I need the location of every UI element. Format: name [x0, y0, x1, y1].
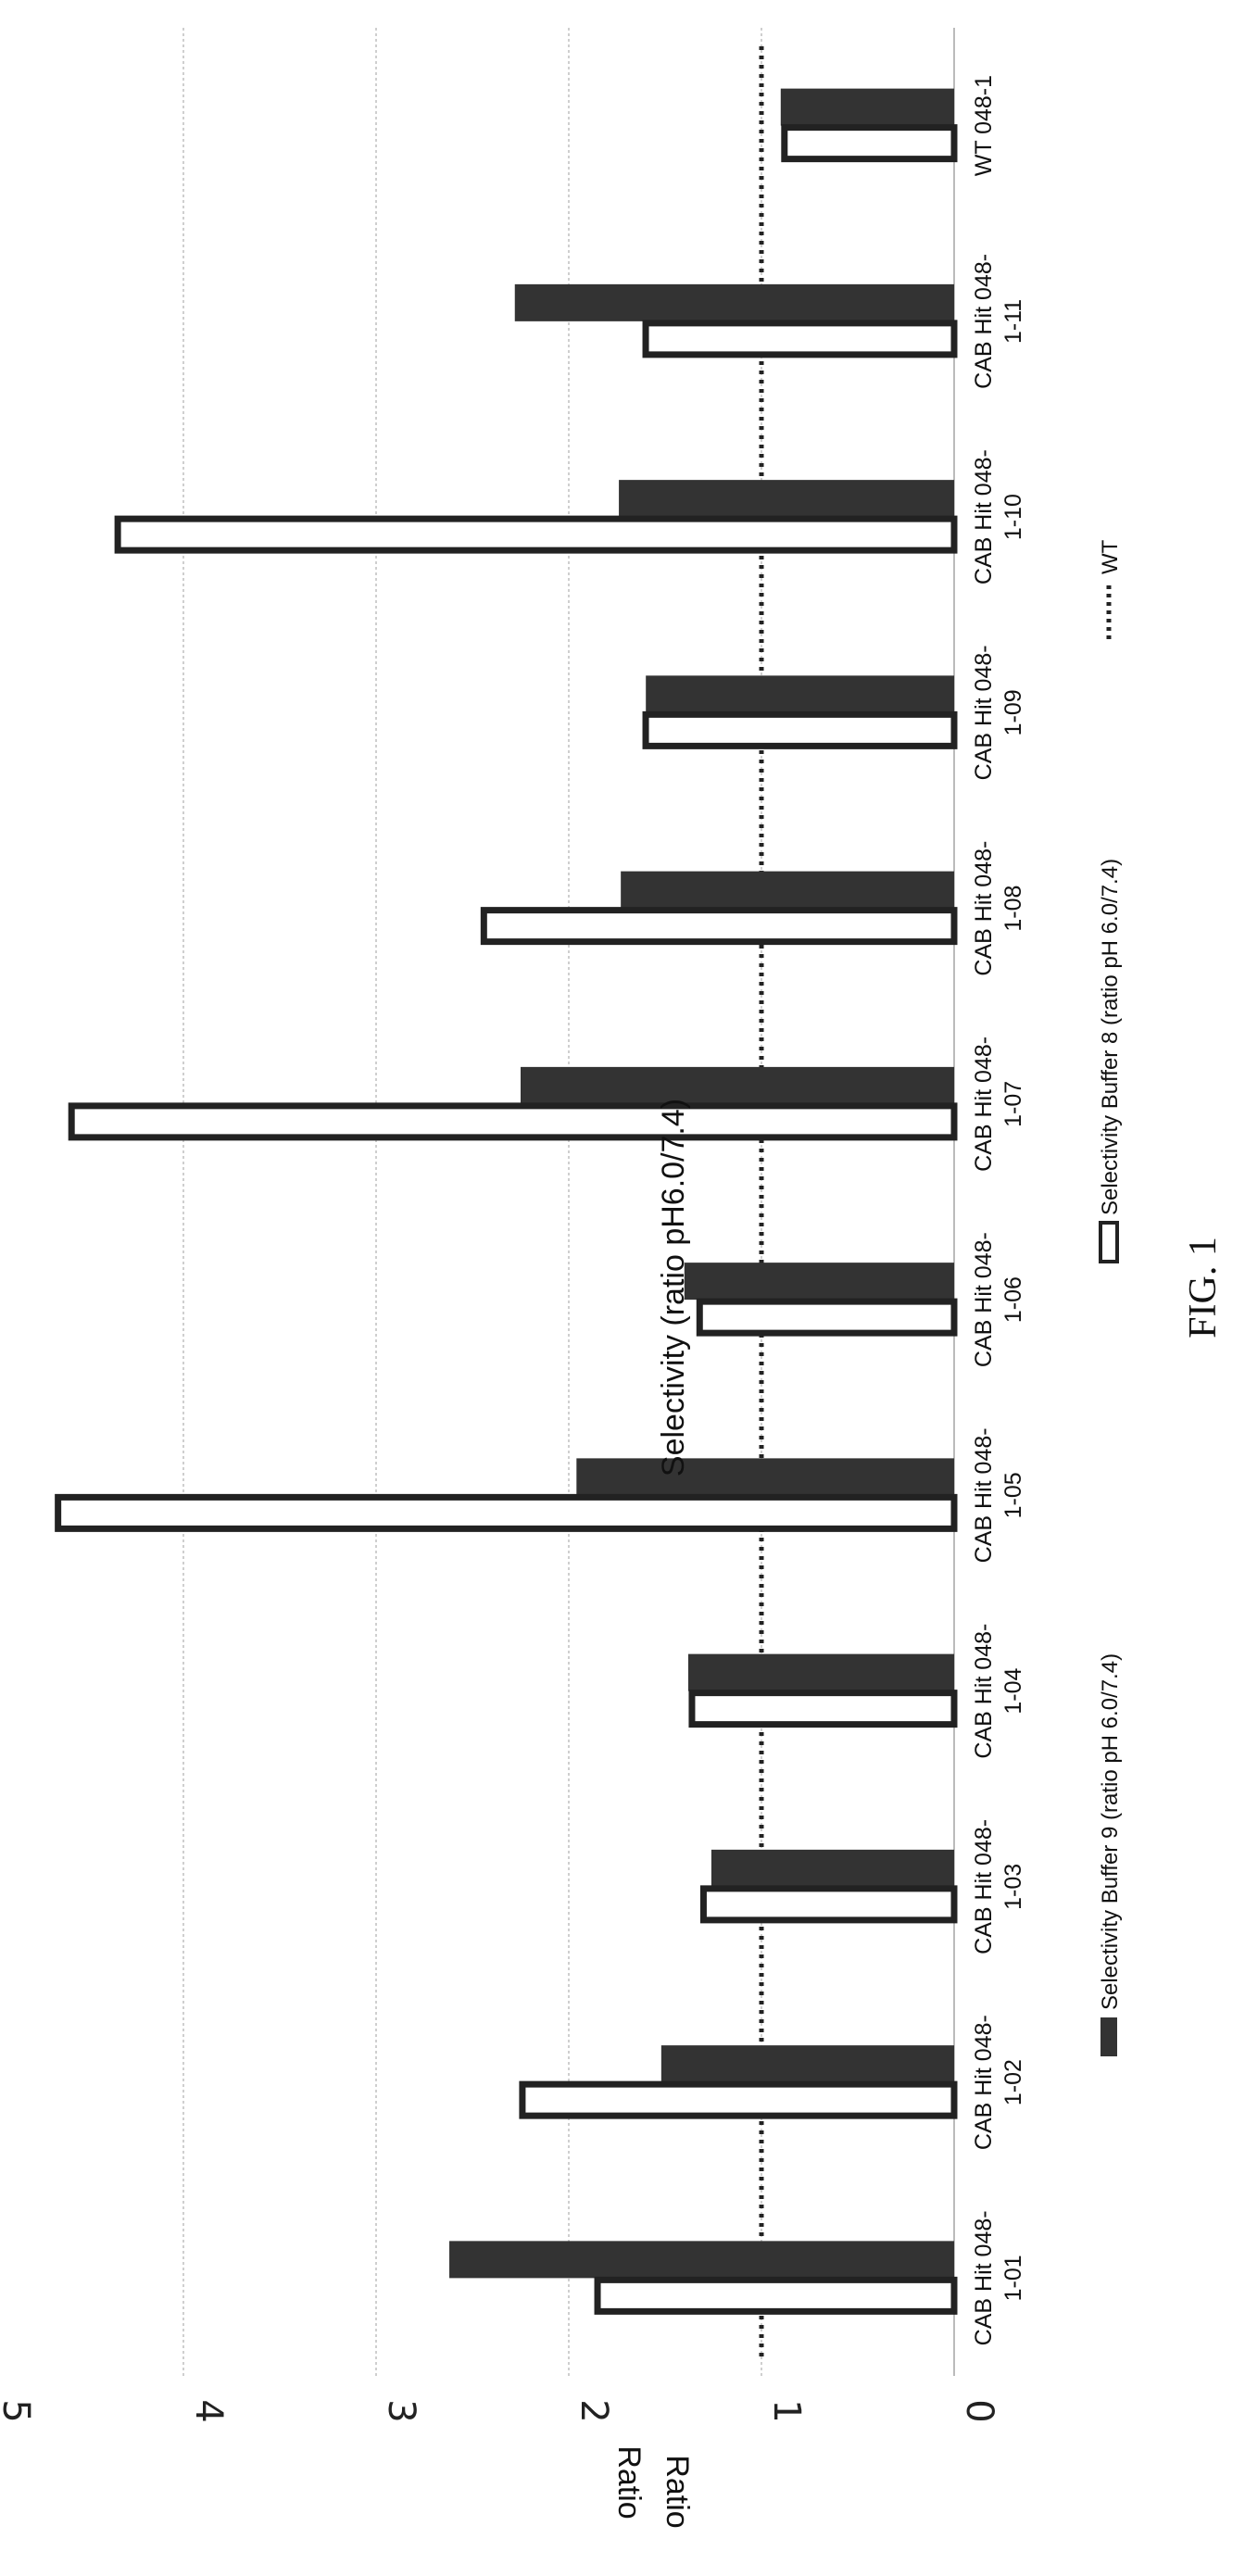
bar-buffer-8-12: [781, 124, 958, 163]
y-tick-label-3: 3: [380, 2399, 422, 2422]
legend-label-buffer-8: Selectivity Buffer 8 (ratio pH 6.0/7.4): [1098, 859, 1123, 1215]
bar-buffer-8-5: [55, 1493, 958, 1532]
legend-swatch-buffer-8: [1099, 1221, 1119, 1263]
bars: [55, 88, 958, 2315]
chart-title: Selectivity (ratio pH6.0/7.4): [656, 1099, 691, 1476]
bar-buffer-9-1: [449, 2241, 954, 2279]
legend-label-wt: WT: [1098, 539, 1123, 574]
y-axis-label: Ratio: [611, 2445, 647, 2519]
category-label-10: CAB Hit 048- 1-10: [971, 449, 1026, 584]
bar-buffer-8-10: [114, 515, 958, 554]
figure-caption: FIG. 1: [1182, 1237, 1225, 1338]
bar-buffer-8-1: [594, 2276, 958, 2315]
bar-buffer-8-2: [519, 2080, 958, 2119]
category-label-2: CAB Hit 048- 1-02: [971, 2015, 1026, 2150]
y-tick-label-2: 2: [572, 2399, 615, 2422]
category-label-12: WT 048-1: [971, 75, 997, 176]
bar-buffer-9-4: [687, 1653, 954, 1691]
bar-buffer-9-6: [684, 1263, 954, 1301]
y-tick-label-1: 1: [765, 2399, 808, 2422]
gridlines: [182, 28, 955, 2376]
y-axis-ticks: 0 1 2 3 4 5: [0, 2399, 1000, 2422]
legend-label-buffer-9: Selectivity Buffer 9 (ratio pH 6.0/7.4): [1098, 1653, 1123, 2010]
bar-buffer-9-8: [621, 871, 954, 909]
legend-swatch-buffer-9: [1100, 2017, 1117, 2056]
category-label-11: CAB Hit 048- 1-11: [971, 254, 1026, 389]
category-label-4: CAB Hit 048- 1-04: [971, 1624, 1026, 1759]
bar-buffer-8-3: [699, 1885, 958, 1924]
y-tick-label-0: 0: [958, 2399, 1000, 2422]
bar-buffer-9-12: [780, 88, 954, 126]
category-label-1: CAB Hit 048- 1-01: [971, 2210, 1026, 2345]
bar-buffer-8-9: [642, 710, 958, 749]
bar-buffer-9-5: [576, 1458, 954, 1496]
bar-buffer-9-3: [711, 1849, 954, 1887]
bar-buffer-9-7: [521, 1066, 954, 1104]
bar-buffer-8-11: [642, 320, 958, 358]
bar-buffer-8-7: [68, 1102, 958, 1141]
y-tick-label-5: 5: [0, 2399, 37, 2422]
y-tick-label-4: 4: [187, 2399, 230, 2422]
bar-buffer-9-2: [660, 2045, 954, 2083]
category-label-6: CAB Hit 048- 1-06: [971, 1232, 1026, 1367]
legend: Selectivity Buffer 9 (ratio pH 6.0/7.4) …: [1098, 539, 1123, 2056]
x-axis-category-labels: CAB Hit 048- 1-01 CAB Hit 048- 1-02 CAB Hit …: [971, 75, 1026, 2345]
category-label-8: CAB Hit 048- 1-08: [971, 841, 1026, 976]
category-label-9: CAB Hit 048- 1-09: [971, 645, 1026, 780]
bar-buffer-8-6: [696, 1298, 958, 1337]
bar-buffer-8-8: [480, 907, 958, 946]
y-axis-label-duplicate: Ratio: [660, 2455, 695, 2528]
category-label-5: CAB Hit 048- 1-05: [971, 1427, 1026, 1563]
bar-buffer-9-11: [514, 283, 954, 321]
bar-buffer-9-10: [619, 480, 954, 518]
category-label-7: CAB Hit 048- 1-07: [971, 1037, 1026, 1172]
bar-buffer-9-9: [646, 675, 954, 713]
category-label-3: CAB Hit 048- 1-03: [971, 1819, 1026, 1954]
bar-buffer-8-4: [688, 1690, 958, 1728]
